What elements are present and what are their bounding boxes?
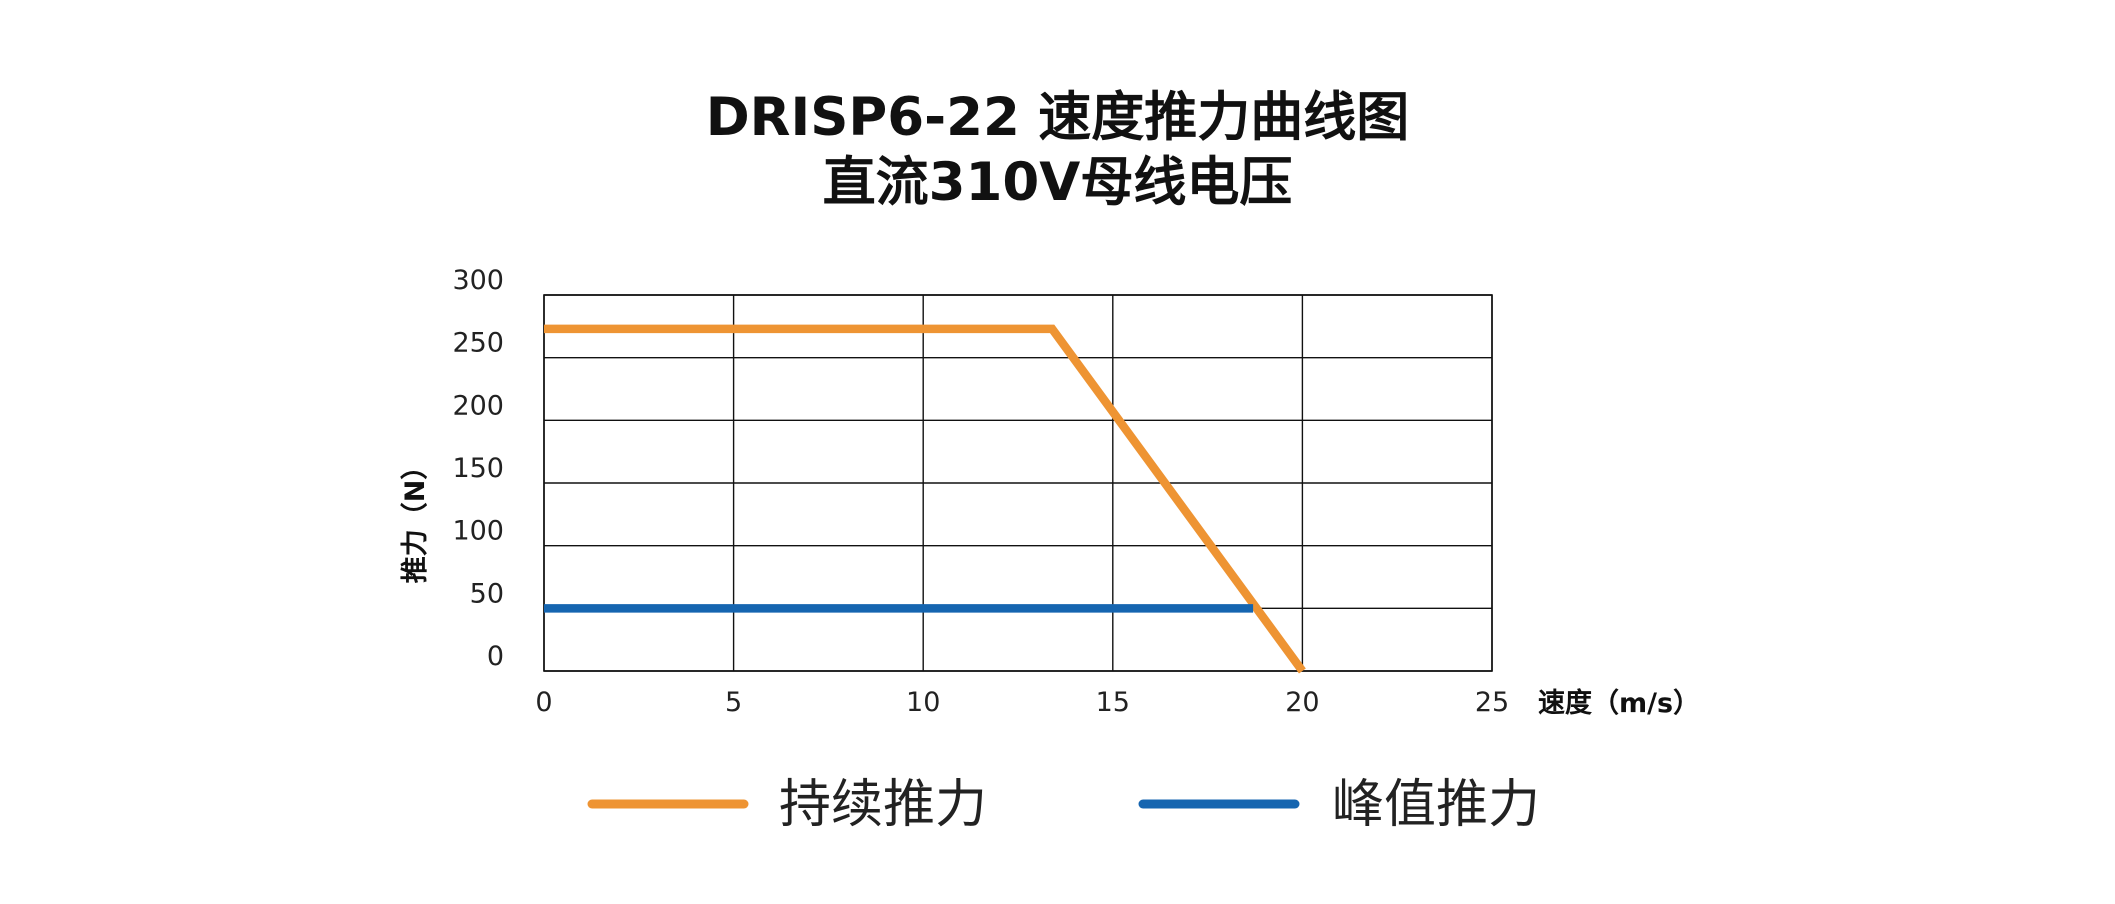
y-axis-ticks: 0 50 100 150 200 250 300: [452, 265, 504, 672]
y-tick-label: 300: [452, 265, 504, 296]
y-tick-label: 250: [452, 328, 504, 359]
y-axis-title: 推力（N）: [400, 453, 431, 584]
x-tick-label: 0: [535, 687, 552, 718]
x-axis-title: 速度（m/s）: [1538, 687, 1700, 719]
y-tick-label: 200: [452, 390, 504, 421]
x-tick-label: 25: [1475, 687, 1509, 718]
y-tick-label: 50: [470, 578, 504, 609]
x-tick-label: 20: [1285, 687, 1319, 718]
y-tick-label: 150: [452, 453, 504, 484]
x-tick-label: 5: [725, 687, 742, 718]
chart-subtitle: 直流310V母线电压: [822, 152, 1293, 213]
y-tick-label: 100: [452, 516, 504, 547]
y-tick-label: 0: [487, 641, 504, 672]
x-tick-label: 15: [1096, 687, 1130, 718]
series-line-1: [544, 324, 1306, 674]
grid-lines: [543, 294, 1493, 672]
x-axis-ticks: 0 5 10 15 20 25: [535, 687, 1509, 718]
chart-title: DRISP6-22 速度推力曲线图: [705, 87, 1410, 148]
series-lines: [544, 324, 1306, 674]
legend-label-2: 峰值推力: [1332, 775, 1540, 835]
plot-area-frame: [543, 294, 1493, 672]
legend: 持续推力 峰值推力: [587, 775, 1540, 835]
legend-label-1: 持续推力: [779, 775, 987, 835]
x-tick-label: 10: [906, 687, 940, 718]
